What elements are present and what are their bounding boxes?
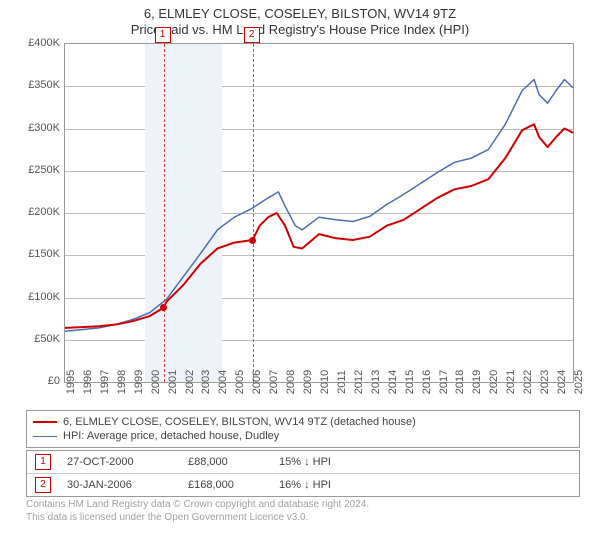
series-subject_property [65,124,573,328]
legend: 6, ELMLEY CLOSE, COSELEY, BILSTON, WV14 … [26,410,580,448]
y-tick-label: £400K [20,37,60,49]
event-marker [249,237,256,244]
event-row: 2 30-JAN-2006 £168,000 16% ↓ HPI [27,473,579,496]
legend-item: HPI: Average price, detached house, Dudl… [33,429,573,443]
event-price: £168,000 [188,479,263,491]
event-row-badge: 1 [35,454,51,470]
event-date: 27-OCT-2000 [67,456,172,468]
event-row: 1 27-OCT-2000 £88,000 15% ↓ HPI [27,451,579,473]
legend-swatch [33,436,57,437]
y-tick-label: £0 [20,375,60,387]
event-row-badge: 2 [35,477,51,493]
page-subtitle: Price paid vs. HM Land Registry's House … [0,22,600,42]
series-hpi_dudley_detached [65,80,573,332]
event-badge: 2 [244,27,260,43]
y-tick-label: £50K [20,333,60,345]
plot-area: 1995199619971998199920002001200220032004… [64,43,574,383]
y-tick-label: £100K [20,291,60,303]
attribution-line: Contains HM Land Registry data © Crown c… [26,499,580,512]
y-tick-label: £350K [20,79,60,91]
legend-item: 6, ELMLEY CLOSE, COSELEY, BILSTON, WV14 … [33,415,573,429]
y-tick-label: £300K [20,122,60,134]
event-badge: 1 [155,27,171,43]
legend-label: HPI: Average price, detached house, Dudl… [63,430,279,442]
y-tick-label: £150K [20,248,60,260]
event-diff: 15% ↓ HPI [279,456,384,468]
y-tick-label: £200K [20,206,60,218]
event-date: 30-JAN-2006 [67,479,172,491]
legend-label: 6, ELMLEY CLOSE, COSELEY, BILSTON, WV14 … [63,416,416,428]
attribution: Contains HM Land Registry data © Crown c… [26,499,580,524]
event-diff: 16% ↓ HPI [279,479,384,491]
y-tick-label: £250K [20,164,60,176]
event-line [164,44,165,382]
event-price: £88,000 [188,456,263,468]
event-line [253,44,254,382]
events-table: 1 27-OCT-2000 £88,000 15% ↓ HPI 2 30-JAN-2006… [26,450,580,497]
price-chart: £0£50K£100K£150K£200K£250K£300K£350K£400… [20,41,580,406]
attribution-line: This data is licensed under the Open Gov… [26,512,580,525]
page-title: 6, ELMLEY CLOSE, COSELEY, BILSTON, WV14 … [0,0,600,22]
legend-swatch [33,421,57,423]
x-tick-label: 2025 [573,370,600,394]
series-layer [65,44,573,382]
